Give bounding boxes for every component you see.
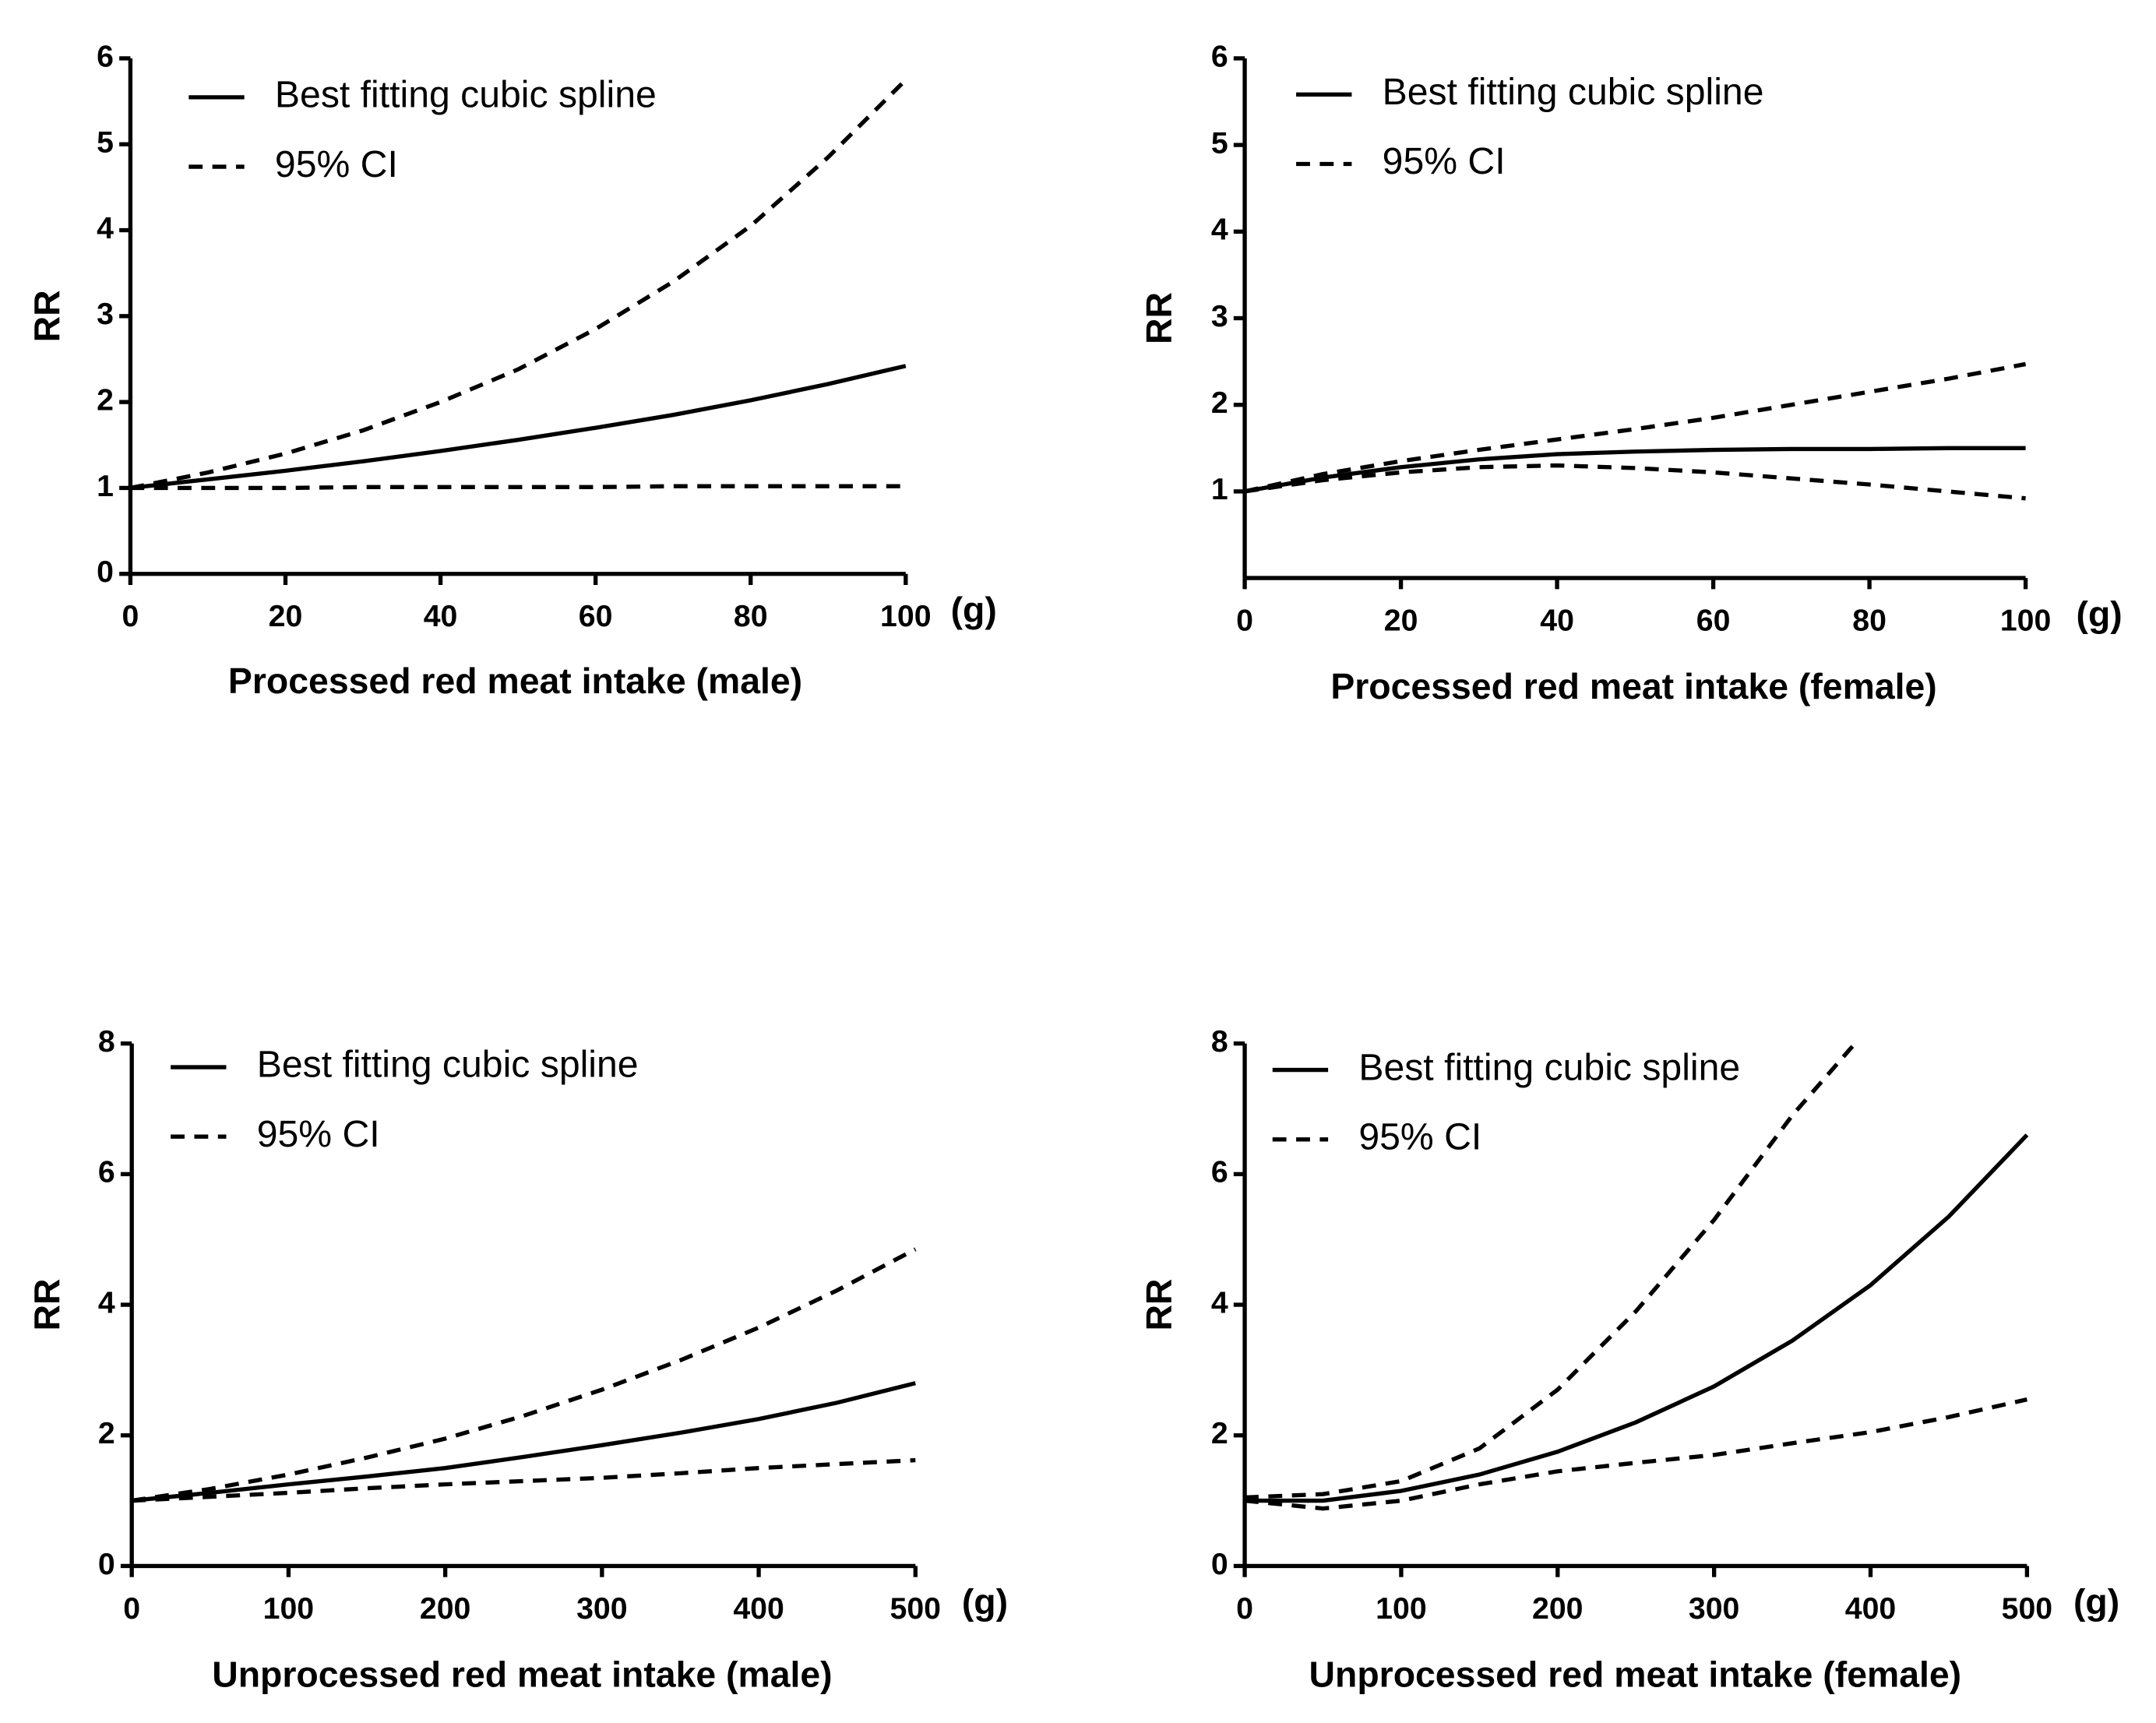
y-tick-label: 2 xyxy=(1211,386,1228,420)
y-tick-label: 8 xyxy=(1211,1024,1228,1059)
x-tick-label: 400 xyxy=(733,1591,784,1626)
x-tick-label: 500 xyxy=(890,1591,941,1626)
y-tick-label: 4 xyxy=(1211,1285,1228,1320)
y-tick-label: 2 xyxy=(97,382,114,417)
x-tick-label: 20 xyxy=(1384,604,1418,638)
series-line xyxy=(1244,446,2026,494)
y-tick-label: 3 xyxy=(1211,299,1228,333)
series-line xyxy=(132,1457,916,1503)
legend-label: Best fitting cubic spline xyxy=(1383,71,1764,113)
x-tick-label: 300 xyxy=(576,1591,627,1626)
x-tick-label: 60 xyxy=(1696,604,1731,638)
series-line xyxy=(1245,1133,2029,1503)
y-tick-label: 4 xyxy=(98,1285,115,1320)
series-line xyxy=(129,78,907,491)
x-axis-label: Processed red meat intake (male) xyxy=(228,661,802,701)
y-tick-label: 1 xyxy=(97,469,114,503)
unit-annotation: (g) xyxy=(2077,594,2123,634)
legend-label: Best fitting cubic spline xyxy=(257,1044,639,1086)
x-tick-label: 20 xyxy=(269,599,303,633)
unit-annotation: (g) xyxy=(2073,1582,2119,1623)
legend-label: 95% CI xyxy=(275,143,398,185)
y-tick-label: 0 xyxy=(97,555,114,589)
series-line xyxy=(1244,1041,1857,1500)
y-tick-label: 6 xyxy=(1211,39,1228,73)
x-axis-label: Unprocessed red meat intake (male) xyxy=(212,1654,832,1694)
x-tick-label: 0 xyxy=(1236,604,1253,638)
x-tick-label: 80 xyxy=(734,599,768,633)
series-line xyxy=(131,1381,916,1503)
x-tick-label: 400 xyxy=(1845,1591,1896,1626)
x-tick-label: 300 xyxy=(1689,1591,1739,1626)
y-tick-label: 5 xyxy=(97,125,114,160)
legend-label: Best fitting cubic spline xyxy=(275,74,657,116)
y-tick-label: 5 xyxy=(1211,125,1228,160)
x-tick-label: 0 xyxy=(1236,1591,1253,1626)
x-axis-label: Processed red meat intake (female) xyxy=(1330,666,1936,706)
y-tick-label: 2 xyxy=(1211,1416,1228,1450)
y-axis-label: RR xyxy=(1138,292,1178,344)
x-tick-label: 100 xyxy=(880,599,931,633)
legend-label: 95% CI xyxy=(1358,1115,1481,1157)
y-tick-label: 6 xyxy=(98,1155,115,1189)
y-tick-label: 6 xyxy=(97,39,114,73)
unit-annotation: (g) xyxy=(962,1582,1008,1623)
x-tick-label: 80 xyxy=(1852,604,1886,638)
y-tick-label: 1 xyxy=(1211,472,1228,506)
x-tick-label: 60 xyxy=(579,599,613,633)
legend-label: Best fitting cubic spline xyxy=(1358,1046,1740,1088)
y-axis-label: RR xyxy=(26,1279,67,1331)
x-tick-label: 100 xyxy=(2000,604,2051,638)
y-tick-label: 2 xyxy=(98,1416,115,1450)
series-line xyxy=(130,484,906,491)
y-tick-label: 8 xyxy=(98,1024,115,1059)
y-axis-label: RR xyxy=(1138,1279,1178,1331)
x-tick-label: 200 xyxy=(1532,1591,1583,1626)
x-tick-label: 500 xyxy=(2002,1591,2052,1626)
y-tick-label: 0 xyxy=(98,1547,115,1581)
x-tick-label: 200 xyxy=(420,1591,470,1626)
y-tick-label: 3 xyxy=(97,297,114,331)
x-tick-label: 100 xyxy=(1376,1591,1426,1626)
y-tick-label: 4 xyxy=(97,211,114,245)
legend-label: 95% CI xyxy=(257,1113,380,1155)
unit-annotation: (g) xyxy=(951,590,997,630)
y-tick-label: 4 xyxy=(1211,213,1228,247)
series-line xyxy=(1244,463,2026,501)
series-line xyxy=(1244,1397,2027,1511)
y-axis-label: RR xyxy=(26,290,67,342)
y-tick-label: 6 xyxy=(1211,1155,1228,1189)
x-tick-label: 40 xyxy=(424,599,458,633)
x-tick-label: 100 xyxy=(263,1591,314,1626)
x-tick-label: 0 xyxy=(123,1591,140,1626)
x-tick-label: 40 xyxy=(1540,604,1574,638)
series-line xyxy=(130,364,907,491)
x-tick-label: 0 xyxy=(122,599,139,633)
legend-label: 95% CI xyxy=(1383,140,1506,182)
x-axis-label: Unprocessed red meat intake (female) xyxy=(1309,1654,1962,1694)
series-line xyxy=(131,1247,917,1503)
y-tick-label: 0 xyxy=(1211,1547,1228,1581)
